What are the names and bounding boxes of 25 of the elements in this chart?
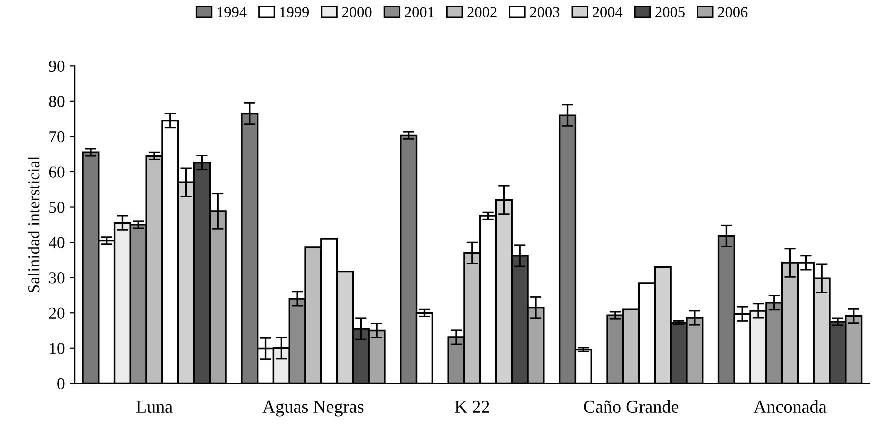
y-tick-label: 30 — [49, 272, 65, 284]
y-tick-label: 10 — [50, 343, 65, 354]
legend-label: 2006 — [718, 7, 748, 18]
x-tick-label: Aguas Negras — [262, 400, 364, 417]
x-tick-label: Luna — [136, 401, 173, 414]
legend-label: 2001 — [405, 7, 434, 18]
legend-label: 2005 — [656, 7, 685, 18]
y-tick-label: 60 — [49, 166, 65, 178]
legend-label: 1999 — [280, 7, 310, 18]
y-tick-label: 80 — [49, 96, 65, 108]
y-tick-label: 50 — [50, 202, 65, 214]
y-tick-label: 40 — [48, 237, 65, 248]
x-tick-label: K 22 — [455, 400, 490, 413]
y-tick-label: 90 — [49, 60, 65, 72]
y-tick-label: 20 — [49, 308, 65, 320]
legend-label: 2004 — [593, 7, 623, 18]
legend-label: 2003 — [530, 7, 560, 18]
y-axis-title: Salinidad intersticial — [28, 156, 40, 293]
legend-label: 2000 — [342, 7, 372, 18]
legend-label: 2002 — [468, 7, 497, 18]
legend-label: 1994 — [218, 7, 247, 18]
y-tick-label: 0 — [58, 378, 65, 390]
x-tick-label: Anconada — [754, 400, 827, 414]
y-tick-label: 70 — [50, 131, 65, 143]
x-tick-label: Caño Grande — [584, 400, 679, 414]
